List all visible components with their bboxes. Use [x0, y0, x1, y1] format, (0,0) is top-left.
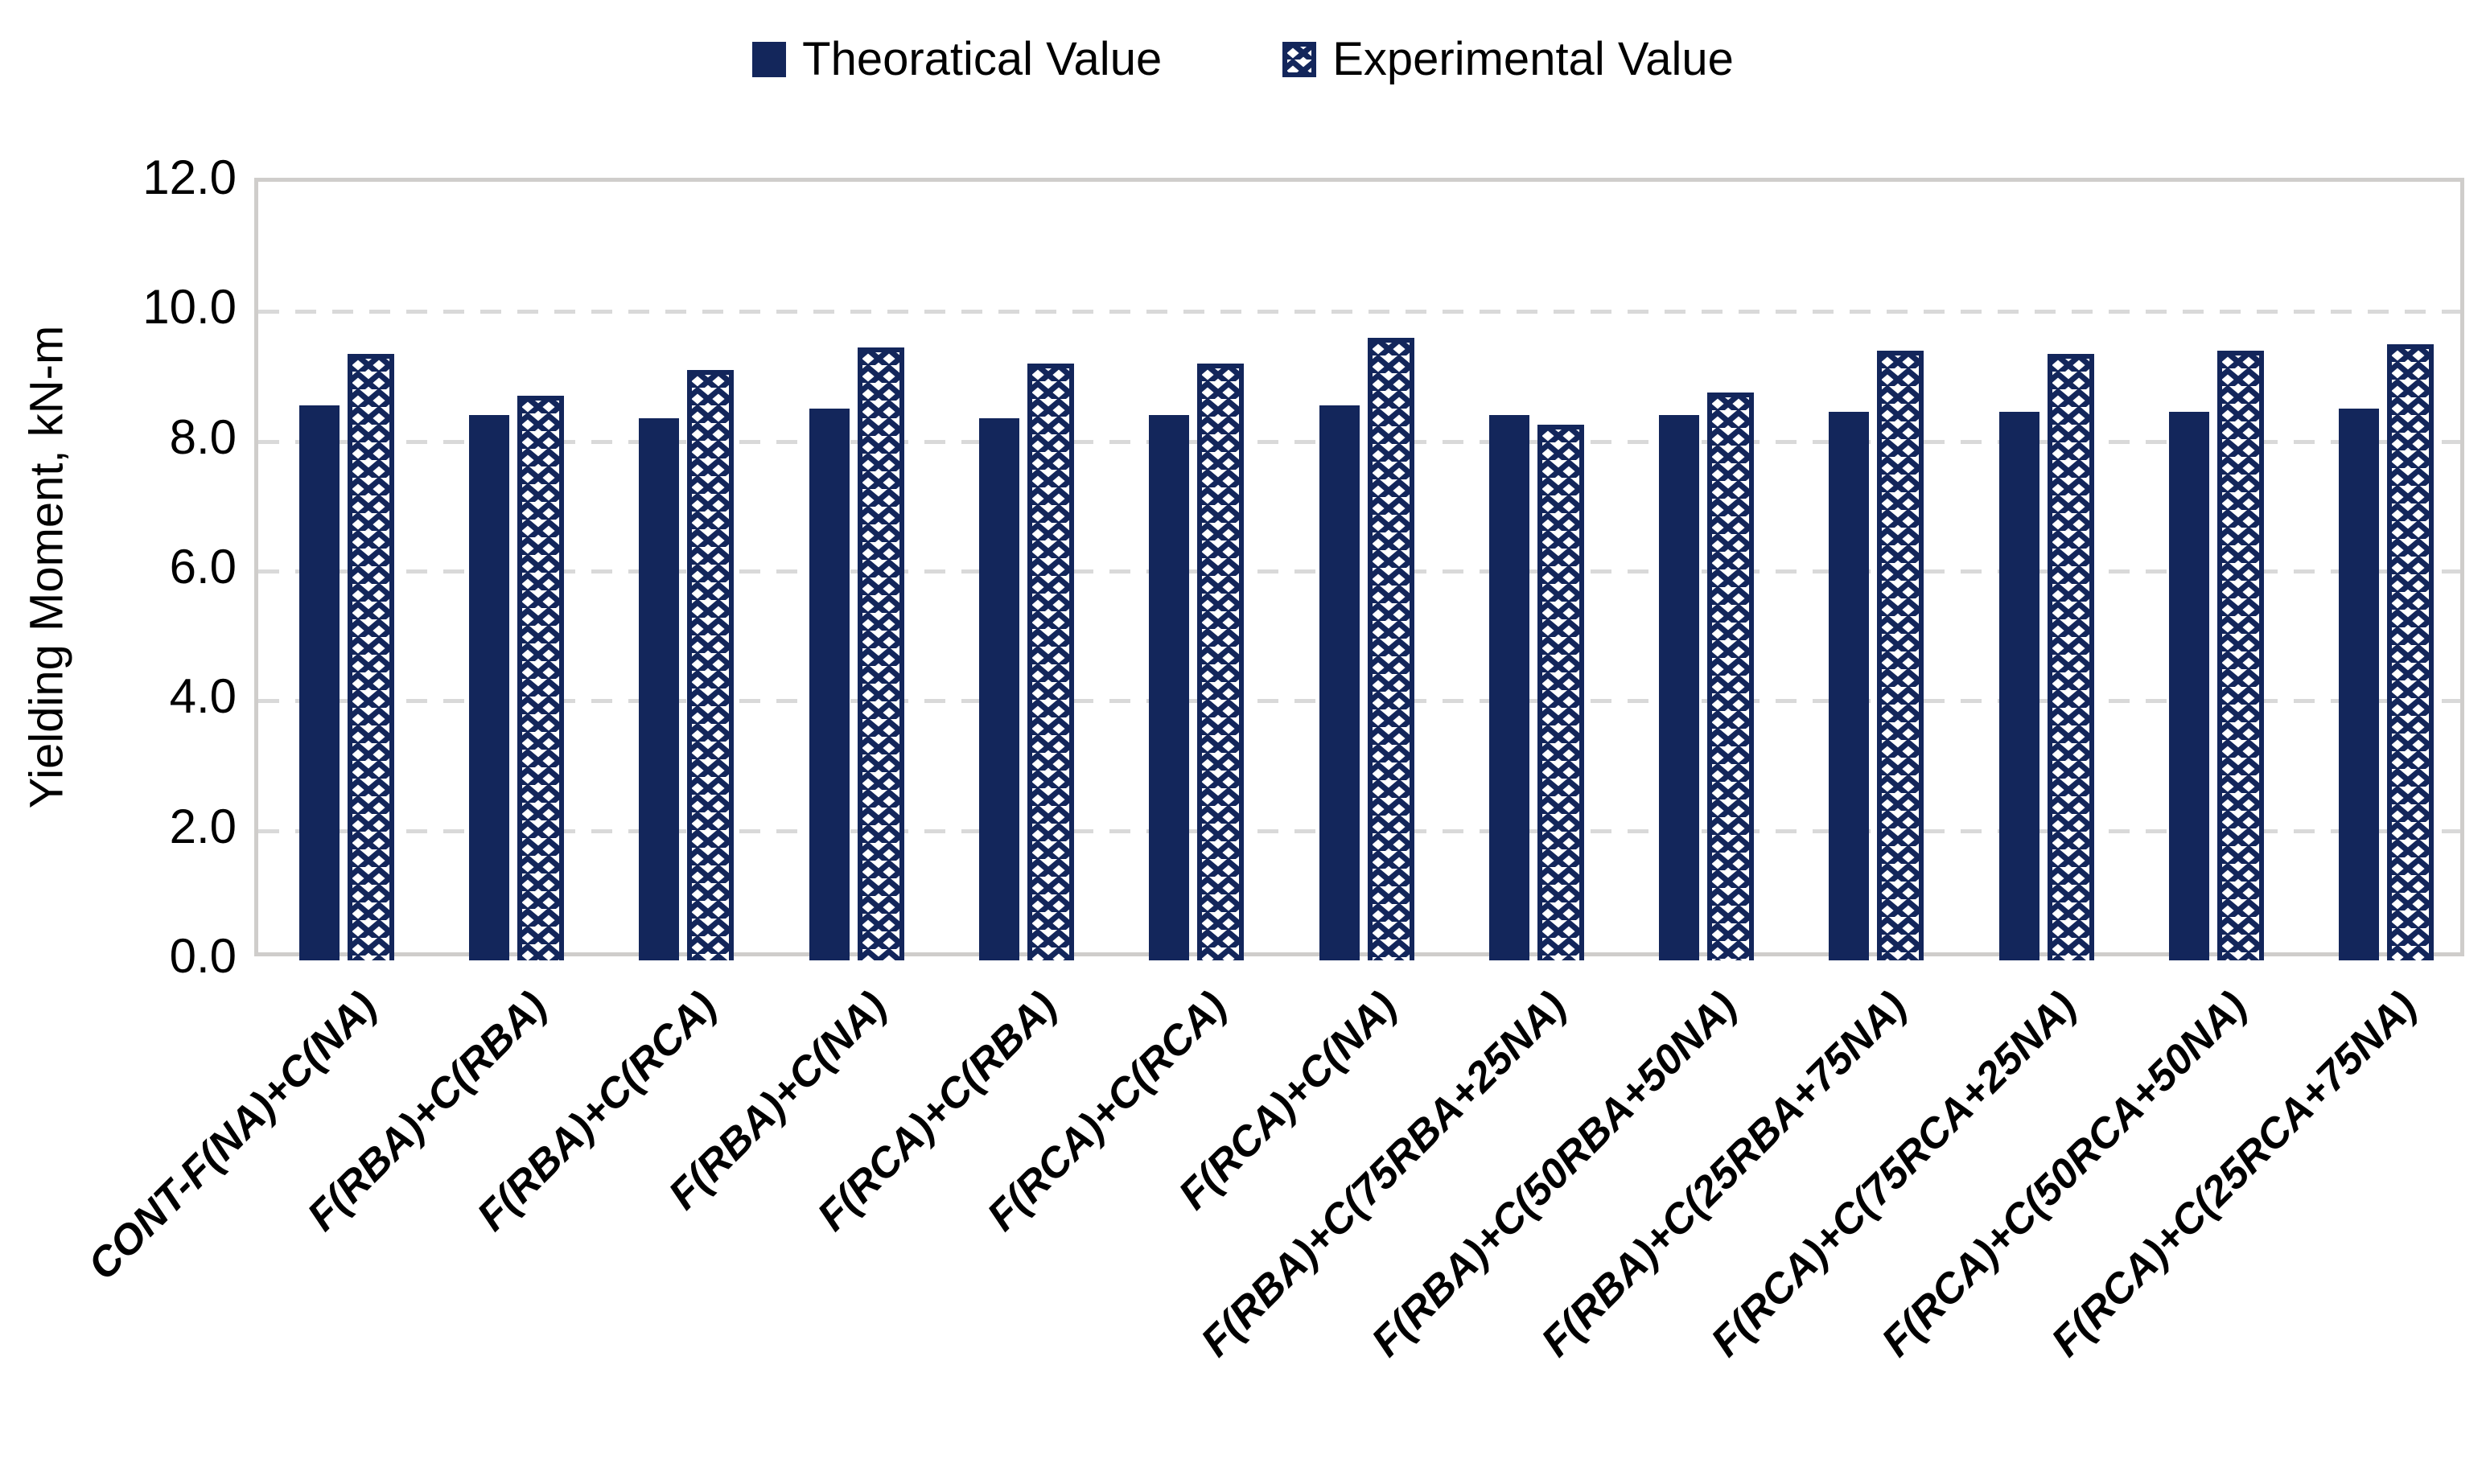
- bar-experimental-9: [1707, 393, 1754, 960]
- legend: Theoratical Value Experimental Value: [0, 32, 2486, 86]
- bar-experimental-12: [2217, 351, 2264, 960]
- bar-theoretical-10: [1829, 412, 1869, 960]
- bar-theoretical-3: [639, 418, 679, 960]
- y-tick-label: 2.0: [169, 799, 237, 853]
- bar-experimental-6: [1197, 364, 1244, 960]
- bar-theoretical-5: [979, 418, 1019, 960]
- bar-experimental-8: [1537, 425, 1584, 960]
- bar-experimental-10: [1877, 351, 1924, 960]
- bar-experimental-13: [2387, 344, 2434, 960]
- y-tick-label: 8.0: [169, 409, 237, 464]
- y-tick-label: 0.0: [169, 929, 237, 983]
- x-category-label: F(RCA)+C(75RCA+25NA): [1702, 982, 2086, 1366]
- solid-swatch-icon: [752, 41, 787, 77]
- bar-experimental-7: [1368, 338, 1414, 960]
- y-tick-label: 6.0: [169, 540, 237, 594]
- pattern-swatch-icon: [1282, 41, 1317, 77]
- bar-theoretical-4: [809, 409, 850, 960]
- bar-theoretical-9: [1659, 415, 1699, 960]
- legend-item-experimental: Experimental Value: [1282, 32, 1734, 86]
- x-category-label: F(RCA)+C(25RCA+75NA): [2042, 982, 2426, 1366]
- bar-theoretical-8: [1489, 415, 1529, 960]
- bar-experimental-1: [348, 354, 394, 960]
- bar-theoretical-12: [2169, 412, 2209, 960]
- bar-theoretical-2: [469, 415, 509, 960]
- plot-area: [254, 178, 2464, 960]
- bar-experimental-2: [517, 396, 564, 960]
- legend-item-theoretical: Theoratical Value: [752, 32, 1162, 86]
- x-category-label: F(RBA)+C(75RBA+25NA): [1192, 982, 1576, 1366]
- bar-theoretical-13: [2339, 409, 2379, 960]
- bar-experimental-11: [2048, 354, 2094, 960]
- y-tick-label: 4.0: [169, 669, 237, 724]
- x-category-label: CONT-F(NA)+C(NA): [79, 982, 386, 1289]
- gridline-10: [258, 310, 2460, 314]
- y-tick-label: 12.0: [142, 150, 237, 204]
- legend-label-theoretical: Theoratical Value: [802, 33, 1163, 85]
- bar-experimental-3: [687, 370, 734, 960]
- bar-experimental-4: [858, 347, 904, 960]
- bar-theoretical-1: [299, 405, 340, 960]
- y-tick-label: 10.0: [142, 280, 237, 335]
- bar-experimental-5: [1027, 364, 1074, 960]
- bar-theoretical-7: [1319, 405, 1360, 960]
- bar-theoretical-11: [1999, 412, 2039, 960]
- legend-label-experimental: Experimental Value: [1332, 33, 1734, 85]
- bar-theoretical-6: [1149, 415, 1189, 960]
